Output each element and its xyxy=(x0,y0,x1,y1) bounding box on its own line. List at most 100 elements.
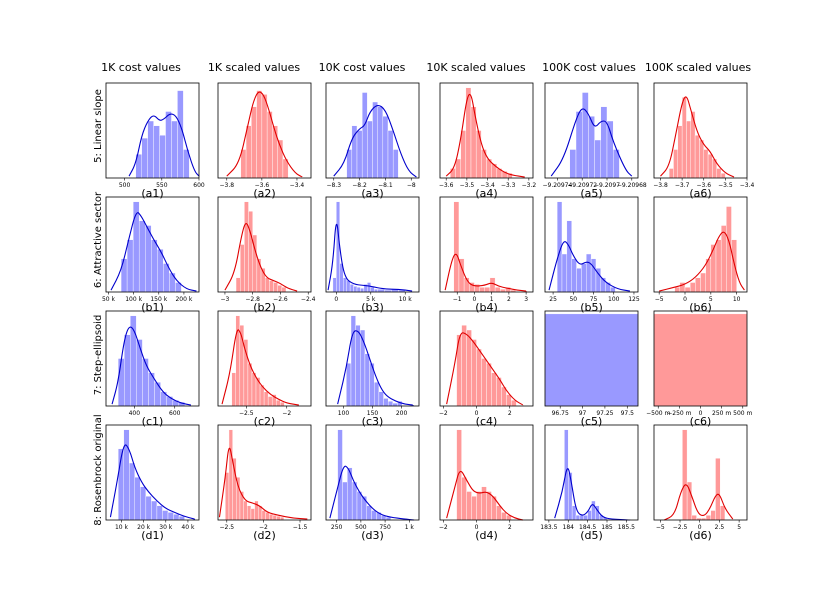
kde-curve xyxy=(226,91,303,178)
histogram-bar xyxy=(707,154,713,179)
x-tick-label: 25 xyxy=(549,296,557,303)
column-title: 1K cost values xyxy=(101,61,181,74)
histogram-bar xyxy=(686,481,693,521)
histogram-bar xyxy=(167,512,174,521)
histogram-bar xyxy=(142,358,149,407)
kde-curve xyxy=(445,93,525,178)
histogram-bar xyxy=(349,284,354,293)
x-tick-label: 10 k xyxy=(399,296,413,303)
histogram-bar xyxy=(355,325,361,407)
x-tick-label: −2 xyxy=(439,410,448,417)
histogram-panel: 250 500 750 1 k (d3) xyxy=(325,424,420,542)
histogram-panel: −3.6 −3.5 −3.4 −3.3 −3.2 (a4) xyxy=(439,82,536,200)
histogram-bar xyxy=(281,287,287,293)
histogram-bar xyxy=(720,173,726,179)
x-tick-label: 250 xyxy=(331,524,343,531)
histogram-bar xyxy=(337,429,343,521)
kde-curve xyxy=(111,326,192,406)
histogram-bar xyxy=(360,288,365,293)
x-tick-label: −2 xyxy=(259,524,268,531)
x-tick-label: 1 xyxy=(490,296,494,303)
histogram-bar xyxy=(266,111,273,179)
histogram-bar xyxy=(653,313,748,407)
axes-frame xyxy=(217,424,312,521)
histogram-panel: −2 0 2 (c4) xyxy=(439,310,534,428)
histogram-bar xyxy=(575,111,583,179)
x-tick-label: 185 xyxy=(601,524,613,531)
x-tick-label: −2.8 xyxy=(245,296,260,303)
x-tick-label: −3.8 xyxy=(219,182,234,189)
x-tick-label: 200 xyxy=(396,410,408,417)
histogram-bar xyxy=(569,149,577,179)
x-tick-label: 750 xyxy=(379,524,391,531)
histogram-bar xyxy=(346,280,351,293)
histogram-panel: 183.5 184 184.5 185 185.5 (d5) xyxy=(540,424,639,542)
histogram-bar xyxy=(720,505,726,521)
axes-frame xyxy=(217,82,312,179)
histogram-bar xyxy=(264,277,270,293)
row-label: 5: Linear slope xyxy=(93,89,104,163)
column-title: 10K scaled values xyxy=(426,61,526,74)
histogram-panel: −500 m−250 m 0 250 m 500 m (c6) xyxy=(646,310,753,428)
histogram-bar xyxy=(486,363,492,407)
kde-curve xyxy=(444,253,527,292)
histogram-bar xyxy=(501,512,507,521)
histogram-bar xyxy=(590,258,597,293)
panels: 500 550 600(a1)−3.8 −3.6 −3.4(a2)−8.3 −8.2 −8.… xyxy=(102,82,754,542)
histogram-bar xyxy=(141,137,148,179)
x-tick-label: 125 xyxy=(628,296,640,303)
histogram-bar xyxy=(147,120,154,179)
histogram-bar xyxy=(272,125,278,179)
panel-label: (d1) xyxy=(141,529,164,542)
histogram-bar xyxy=(371,510,377,521)
panel-label: (a2) xyxy=(253,187,275,200)
x-tick-label: −2.5 xyxy=(239,410,254,417)
histogram-bar xyxy=(461,477,467,521)
panel-label: (c6) xyxy=(690,415,712,428)
axes-frame xyxy=(217,310,312,407)
x-tick-label: 2 xyxy=(508,524,512,531)
histogram-bar xyxy=(496,505,502,521)
histogram-bar xyxy=(364,353,370,407)
x-tick-label: 5 xyxy=(709,296,713,303)
histogram-bar xyxy=(356,130,363,179)
histogram-bar xyxy=(145,225,152,293)
kde-curve xyxy=(128,113,200,177)
histogram-bar xyxy=(343,277,347,293)
x-tick-label: 250 m xyxy=(712,410,731,417)
axes-frame xyxy=(653,424,748,521)
histogram-bar xyxy=(392,149,399,179)
kde-curve xyxy=(333,104,417,178)
histogram-bar xyxy=(466,329,472,407)
panel-label: (c1) xyxy=(142,415,164,428)
x-tick-label: −9.20972 xyxy=(567,182,597,189)
histogram-bar xyxy=(450,168,456,179)
histogram-bar xyxy=(123,334,131,407)
histogram-bar xyxy=(342,481,348,521)
x-tick-label: 100 k xyxy=(125,296,142,303)
histogram-bar xyxy=(681,97,687,179)
histogram-panel: 400 600 (c1) xyxy=(105,310,200,428)
histogram-bar xyxy=(377,288,385,293)
histogram-bar xyxy=(356,491,363,521)
histogram-bar xyxy=(471,339,477,407)
panel-label: (a4) xyxy=(475,187,497,200)
x-tick-label: 0 xyxy=(473,296,477,303)
histogram-bar xyxy=(132,201,140,293)
histogram-bar xyxy=(484,287,491,293)
kde-curve xyxy=(110,212,197,292)
histogram-bar xyxy=(382,116,389,179)
histogram-bar xyxy=(466,491,472,521)
histogram-bar xyxy=(136,339,143,407)
x-tick-label: 150 xyxy=(367,410,379,417)
x-tick-label: −1.5 xyxy=(293,524,308,531)
histogram-bar xyxy=(276,516,281,521)
histogram-bar xyxy=(668,168,674,179)
x-tick-label: 0 xyxy=(698,524,702,531)
histogram-bar xyxy=(674,287,681,293)
histogram-bar xyxy=(481,358,487,407)
histogram-bar xyxy=(228,429,233,521)
histogram-bar xyxy=(247,363,253,407)
row-label: 7: Step-ellipsoid xyxy=(93,315,104,396)
histogram-bar xyxy=(235,277,241,293)
